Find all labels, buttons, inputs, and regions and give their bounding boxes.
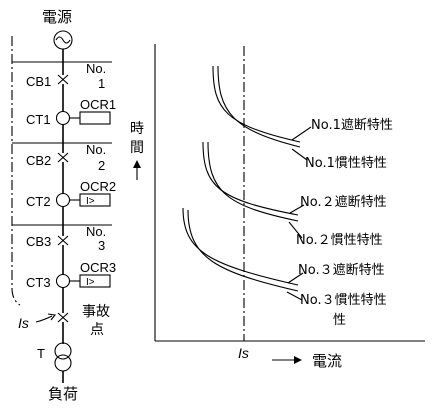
tcc-chart: 時 間 Is 電流 No.1遮断特性 No.1慣性特性 No.２遮断特性 No.…	[130, 44, 425, 370]
ac-source-icon	[53, 30, 73, 50]
section-1: No. 1 CB1 CT1 OCR1	[26, 61, 116, 127]
curve-label-no1-inertia: No.1慣性特性	[305, 155, 387, 171]
x-axis-label: 電流	[312, 352, 342, 370]
fault-label-2: 点	[90, 322, 104, 338]
ocr-relay-symbol: I>	[86, 277, 95, 288]
curve-label-no2-interrupting: No.２遮断特性	[300, 194, 387, 210]
load-label: 負荷	[48, 385, 78, 403]
ocr-relay-box	[79, 274, 111, 288]
label-leader	[291, 126, 312, 141]
x-mark-label: Is	[238, 345, 249, 361]
curve-no1-inertia	[217, 65, 301, 148]
y-axis-label-2: 間	[130, 140, 144, 156]
section-2: No. 2 CB2 CT2 OCR2 I>	[26, 142, 116, 209]
y-axis-arrowhead	[133, 160, 141, 168]
ocr-relay-symbol: I>	[86, 196, 95, 207]
curve-no2-inertia	[207, 141, 299, 222]
curve-no2-interrupting	[202, 141, 299, 216]
circuit-breaker-icon	[57, 74, 69, 85]
ct-label: CT2	[26, 194, 51, 209]
label-leader	[291, 148, 308, 161]
label-leader	[286, 291, 303, 301]
curve-no3-inertia	[187, 209, 299, 292]
curve-label-no3-inertia: No.３慣性特性	[300, 292, 387, 308]
curve-label-no3-inertia-wrap: 性	[333, 313, 346, 328]
section-no-label: No.	[86, 224, 106, 239]
curve-label-no3-interrupting: No.３遮断特性	[298, 262, 385, 278]
fault-current-arrowhead	[47, 313, 57, 321]
label-leader	[288, 221, 303, 239]
section-no-value: 1	[98, 76, 105, 91]
cb-label: CB2	[26, 153, 51, 168]
transformer-icon	[54, 342, 72, 372]
label-leader	[289, 204, 305, 214]
cb-label: CB1	[26, 74, 51, 89]
single-line-diagram: 電源 No. 1 CB1 CT1	[11, 8, 116, 403]
ocr-relay-box	[79, 193, 111, 207]
ocr-label: OCR2	[80, 179, 116, 194]
label-leader	[287, 272, 304, 284]
curve-label-no1-interrupting: No.1遮断特性	[311, 117, 393, 133]
ocr-label: OCR3	[80, 260, 116, 275]
transformer-label: T	[37, 346, 45, 361]
section-no-value: 2	[98, 158, 105, 173]
curve-no1-interrupting	[212, 65, 301, 143]
fault-current-arrow-icon	[35, 315, 53, 323]
x-axis-arrowhead	[294, 356, 302, 364]
ocr-relay-box	[79, 111, 111, 125]
curve-no3-interrupting	[182, 207, 299, 286]
current-transformer-icon	[55, 273, 71, 289]
curve-label-no2-inertia: No.２慣性特性	[296, 232, 383, 248]
fault-point-icon	[57, 312, 69, 323]
section-3: No. 3 CB3 CT3 OCR3 I>	[26, 224, 116, 290]
current-transformer-icon	[55, 192, 71, 208]
section-no-value: 3	[98, 238, 105, 253]
section-no-label: No.	[86, 61, 106, 76]
y-axis-label: 時	[130, 121, 144, 137]
fault-current-label: Is	[18, 315, 29, 331]
ocr-label: OCR1	[80, 97, 116, 112]
current-transformer-icon	[55, 110, 71, 126]
circuit-breaker-icon	[57, 235, 69, 246]
left-boundary-line	[11, 36, 21, 306]
circuit-breaker-icon	[57, 152, 69, 163]
source-label: 電源	[42, 8, 72, 26]
fault-label: 事故	[82, 304, 110, 320]
cb-label: CB3	[26, 234, 51, 249]
section-no-label: No.	[86, 142, 106, 157]
ct-label: CT1	[26, 112, 51, 127]
ct-label: CT3	[26, 275, 51, 290]
